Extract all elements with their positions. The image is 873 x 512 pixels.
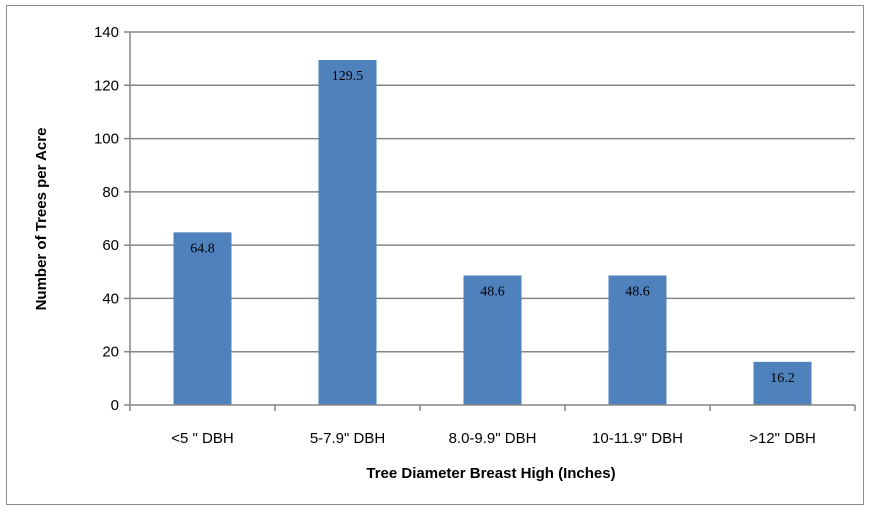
x-tick-label: >12" DBH bbox=[749, 430, 816, 447]
y-tick-label: 0 bbox=[111, 397, 119, 414]
axes bbox=[124, 31, 856, 411]
data-labels: 64.8 129.5 48.6 48.6 16.2 bbox=[190, 69, 795, 386]
y-axis-title: Number of Trees per Acre bbox=[33, 128, 50, 311]
data-label: 16.2 bbox=[770, 371, 795, 386]
bar bbox=[608, 275, 667, 405]
x-tick-label: 10-11.9" DBH bbox=[592, 430, 683, 447]
x-tick-label: 8.0-9.9" DBH bbox=[449, 430, 537, 447]
y-tick-label: 60 bbox=[102, 237, 119, 254]
bar bbox=[318, 59, 377, 405]
bar bbox=[173, 232, 232, 405]
y-tick-label: 40 bbox=[102, 290, 119, 307]
data-label: 48.6 bbox=[480, 285, 505, 300]
y-tick-labels: 0 20 40 60 80 100 120 140 bbox=[94, 24, 119, 414]
x-tick-label: <5 " DBH bbox=[171, 430, 233, 447]
x-axis-title: Tree Diameter Breast High (Inches) bbox=[366, 465, 615, 482]
bar bbox=[463, 275, 522, 405]
chart-frame bbox=[6, 5, 864, 505]
gridlines bbox=[130, 31, 855, 353]
data-label: 48.6 bbox=[625, 285, 650, 300]
bar bbox=[753, 361, 812, 405]
y-tick-label: 20 bbox=[102, 344, 119, 361]
x-tick-label: 5-7.9" DBH bbox=[310, 430, 385, 447]
y-tick-label: 100 bbox=[94, 131, 119, 148]
data-label: 129.5 bbox=[332, 69, 364, 84]
y-tick-label: 140 bbox=[94, 24, 119, 41]
y-tick-label: 120 bbox=[94, 77, 119, 94]
y-tick-label: 80 bbox=[102, 184, 119, 201]
bars bbox=[173, 59, 812, 405]
data-label: 64.8 bbox=[190, 241, 215, 256]
x-tick-labels: <5 " DBH 5-7.9" DBH 8.0-9.9" DBH 10-11.9" D… bbox=[171, 430, 816, 447]
